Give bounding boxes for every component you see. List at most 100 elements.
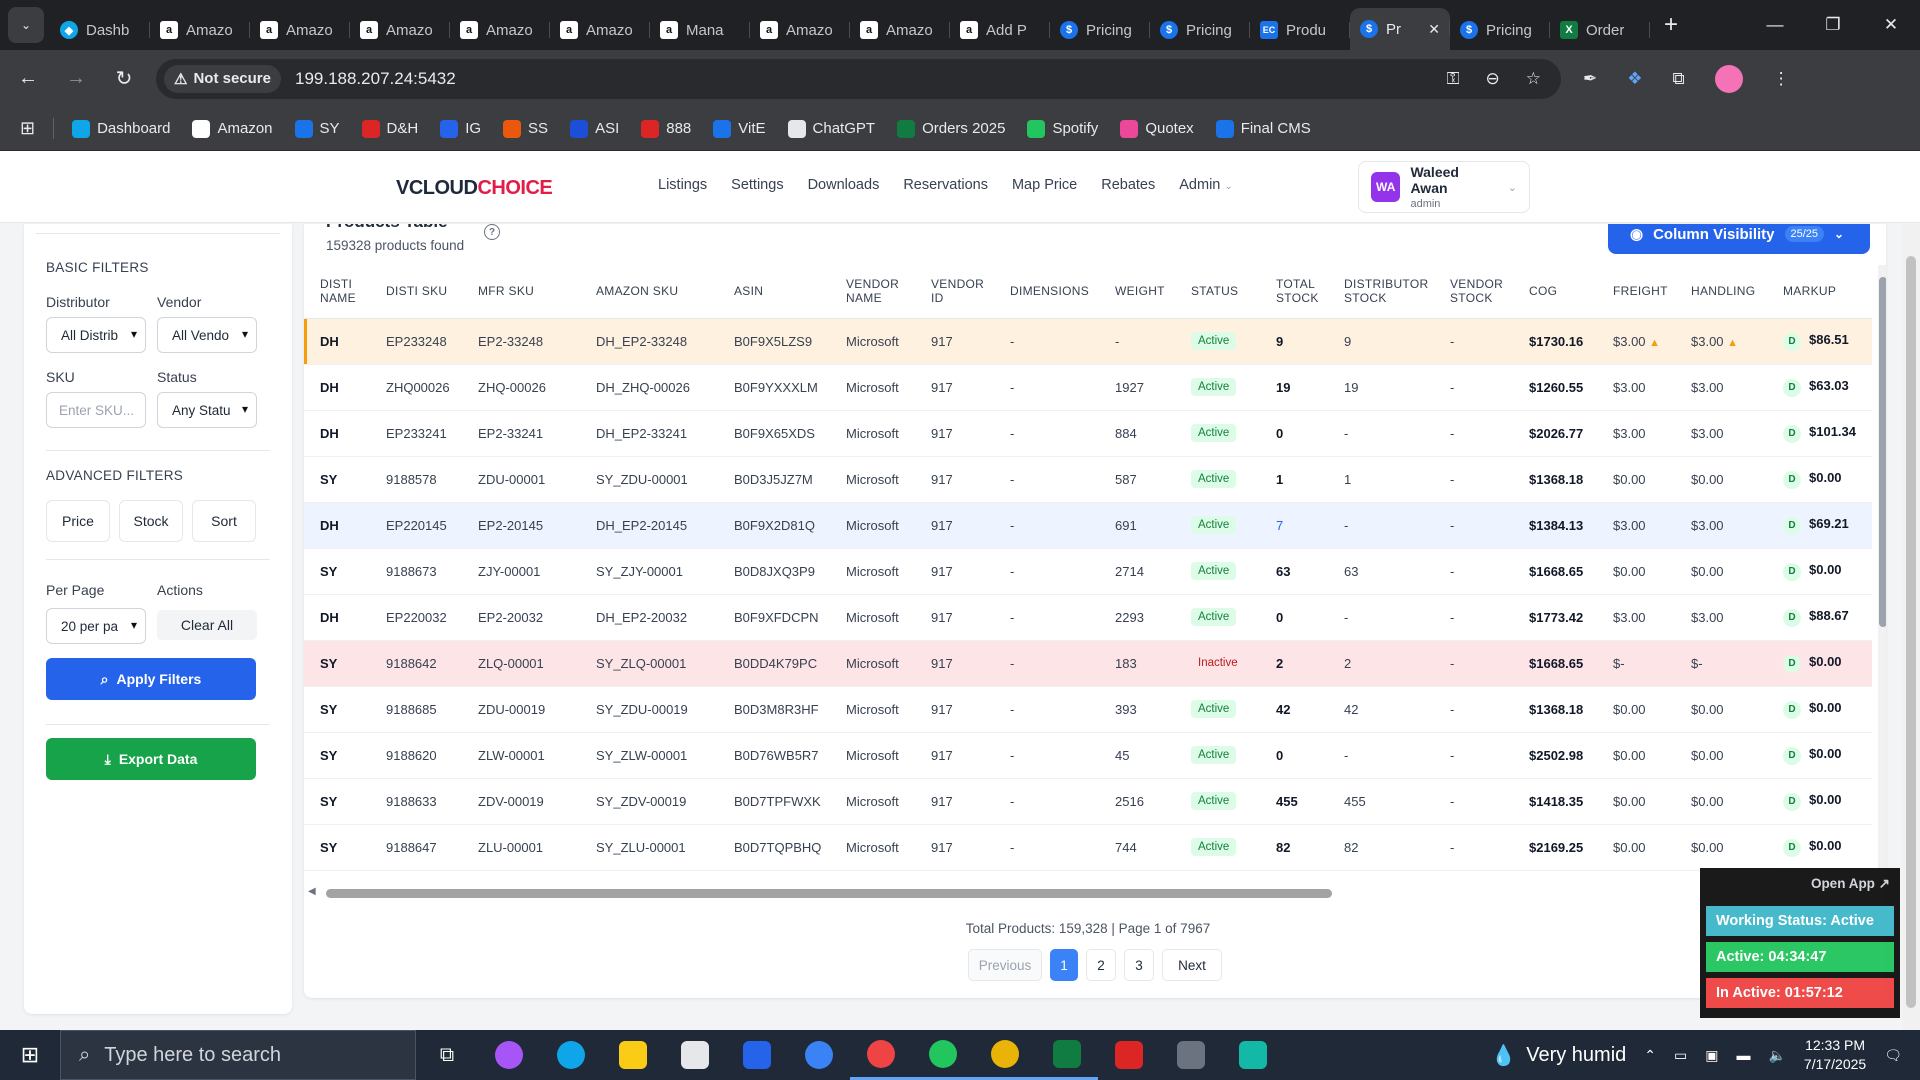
copilot-icon[interactable] [478,1030,540,1080]
minimize-icon[interactable]: — [1766,15,1784,34]
app-icon[interactable] [1222,1030,1284,1080]
battery-icon[interactable]: ▬ [1736,1047,1751,1063]
notifications-icon[interactable]: 🗨 [1884,1046,1902,1063]
column-header[interactable]: ASIN [718,265,830,319]
nav-map-price[interactable]: Map Price [1011,177,1078,193]
chrome-icon[interactable] [850,1030,912,1080]
extension-dropbox-icon[interactable]: ❖ [1627,68,1643,88]
url-text[interactable]: 199.188.207.24:5432 [294,68,456,88]
new-tab-button[interactable]: + [1664,11,1679,38]
scroll-thumb[interactable] [1906,256,1916,1008]
messenger-icon[interactable] [788,1030,850,1080]
network-icon[interactable]: ▭ [1674,1046,1688,1063]
close-icon[interactable]: ✕ [1428,20,1440,37]
browser-tab[interactable]: ◆ Dashb [50,10,150,50]
next-page-button[interactable]: Next [1162,949,1222,981]
back-button[interactable]: ← [18,67,38,89]
nav-downloads[interactable]: Downloads [807,177,880,193]
browser-tab[interactable]: a Amazo [750,10,850,50]
taskbar-search[interactable]: ⌕ Type here to search [60,1030,416,1080]
nav-reservations[interactable]: Reservations [903,177,988,193]
close-window-icon[interactable]: ✕ [1883,15,1899,34]
column-header[interactable]: MFR SKU [462,265,580,319]
vcloudchoice-logo[interactable]: VCLOUDCHOICE [396,177,553,200]
distributor-select[interactable]: All Distrib ▾ [46,317,146,353]
scroll-left-icon[interactable]: ◀ [308,886,316,897]
zoom-icon[interactable]: ⊖ [1485,68,1500,88]
browser-tab[interactable]: a Amazo [250,10,350,50]
bookmark-item[interactable]: ASI [570,119,619,138]
volume-icon[interactable]: 🔈 [1768,1046,1786,1063]
browser-tab[interactable]: a Amazo [550,10,650,50]
windows-start-icon[interactable]: ⊞ [20,1042,40,1067]
file-explorer-icon[interactable] [602,1030,664,1080]
extension-feather-icon[interactable]: ✒ [1583,68,1598,88]
address-bar[interactable]: ⚠ Not secure 199.188.207.24:5432 ⚿ ⊖ ☆ [156,58,1561,99]
table-vertical-scrollbar[interactable] [1878,265,1886,871]
bookmark-star-icon[interactable]: ☆ [1525,68,1541,88]
restore-icon[interactable]: ❐ [1825,15,1841,34]
table-row[interactable]: SY 9188673 ZJY-00001 SY_ZJY-00001 B0D8JXQ3P9… [304,548,1872,595]
browser-tab[interactable]: $ Pricing [1150,10,1250,50]
chevron-up-icon[interactable]: ⌃ [1644,1046,1657,1063]
apply-filters-button[interactable]: ⌕ Apply Filters [46,658,256,700]
extensions-puzzle-icon[interactable]: ⧉ [1672,68,1685,88]
column-header[interactable]: DISTI NAME [304,265,370,319]
column-header[interactable]: HANDLING [1675,265,1767,319]
browser-tab[interactable]: $ Pricing [1050,10,1150,50]
security-chip[interactable]: ⚠ Not secure [164,64,281,93]
page-3-button[interactable]: 3 [1124,949,1154,981]
bookmark-item[interactable]: Quotex [1120,119,1194,138]
nav-listings[interactable]: Listings [658,177,708,193]
table-row[interactable]: DH EP233248 EP2-33248 DH_EP2-33248 B0F9X5LZS… [304,318,1872,365]
bookmark-item[interactable]: SY [294,119,340,138]
bookmark-item[interactable]: ChatGPT [787,119,875,138]
vendor-select[interactable]: All Vendo ▾ [157,317,257,353]
filezilla-icon[interactable] [1098,1030,1160,1080]
table-row[interactable]: SY 9188642 ZLQ-00001 SY_ZLQ-00001 B0DD4K79PC… [304,640,1872,687]
column-header[interactable]: FREIGHT [1597,265,1675,319]
sort-filter-button[interactable]: Sort [192,500,256,542]
browser-tab[interactable]: a Amazo [350,10,450,50]
task-view-icon[interactable]: ⧉ [439,1043,455,1066]
table-row[interactable]: DH EP220032 EP2-20032 DH_EP2-20032 B0F9XFDCP… [304,594,1872,641]
column-header[interactable]: WEIGHT [1099,265,1175,319]
profile-avatar[interactable] [1714,64,1743,93]
calculator-icon[interactable] [1160,1030,1222,1080]
column-header[interactable]: DIMENSIONS [994,265,1099,319]
chrome-profile-icon[interactable] [912,1030,974,1080]
reload-button[interactable]: ↻ [115,68,133,90]
browser-tab[interactable]: a Mana [650,10,750,50]
column-header[interactable]: DISTRIBUTOR STOCK [1328,265,1434,319]
browser-tab[interactable]: EC Produ [1250,10,1350,50]
browser-tab[interactable]: a Amazo [450,10,550,50]
bookmark-item[interactable]: Final CMS [1215,119,1311,138]
browser-tab[interactable]: a Amazo [150,10,250,50]
edge-icon[interactable] [540,1030,602,1080]
bookmark-item[interactable]: 888 [641,119,691,138]
scroll-thumb[interactable] [1879,277,1886,627]
browser-tab[interactable]: X Order [1550,10,1650,50]
bookmark-item[interactable]: IG [440,119,481,138]
bookmark-item[interactable]: Spotify [1027,119,1098,138]
nav-settings[interactable]: Settings [731,177,784,193]
table-row[interactable]: SY 9188685 ZDU-00019 SY_ZDU-00019 B0D3M8R3HF… [304,686,1872,733]
export-data-button[interactable]: ⤓ Export Data [46,738,256,780]
bookmark-item[interactable]: SS [503,119,548,138]
browser-tab[interactable]: a Amazo [850,10,950,50]
column-header[interactable]: DISTI SKU [370,265,462,319]
apps-grid-icon[interactable]: ⊞ [20,118,55,139]
price-filter-button[interactable]: Price [46,500,110,542]
clock[interactable]: 12:33 PM 7/17/2025 [1804,1036,1866,1074]
user-menu[interactable]: WA Waleed Awan admin ⌄ [1358,161,1530,213]
page-2-button[interactable]: 2 [1086,949,1116,981]
forward-button[interactable]: → [66,67,86,89]
table-row[interactable]: DH ZHQ00026 ZHQ-00026 DH_ZHQ-00026 B0F9YXXXL… [304,364,1872,411]
column-header[interactable]: VENDOR ID [915,265,994,319]
bookmark-item[interactable]: VitE [713,119,766,138]
clear-all-button[interactable]: Clear All [157,610,257,640]
sku-input[interactable]: Enter SKU... [46,392,146,428]
table-row[interactable]: DH EP233241 EP2-33241 DH_EP2-33241 B0F9X65XD… [304,410,1872,457]
bookmark-item[interactable]: Dashboard [72,119,170,138]
outlook-icon[interactable] [726,1030,788,1080]
